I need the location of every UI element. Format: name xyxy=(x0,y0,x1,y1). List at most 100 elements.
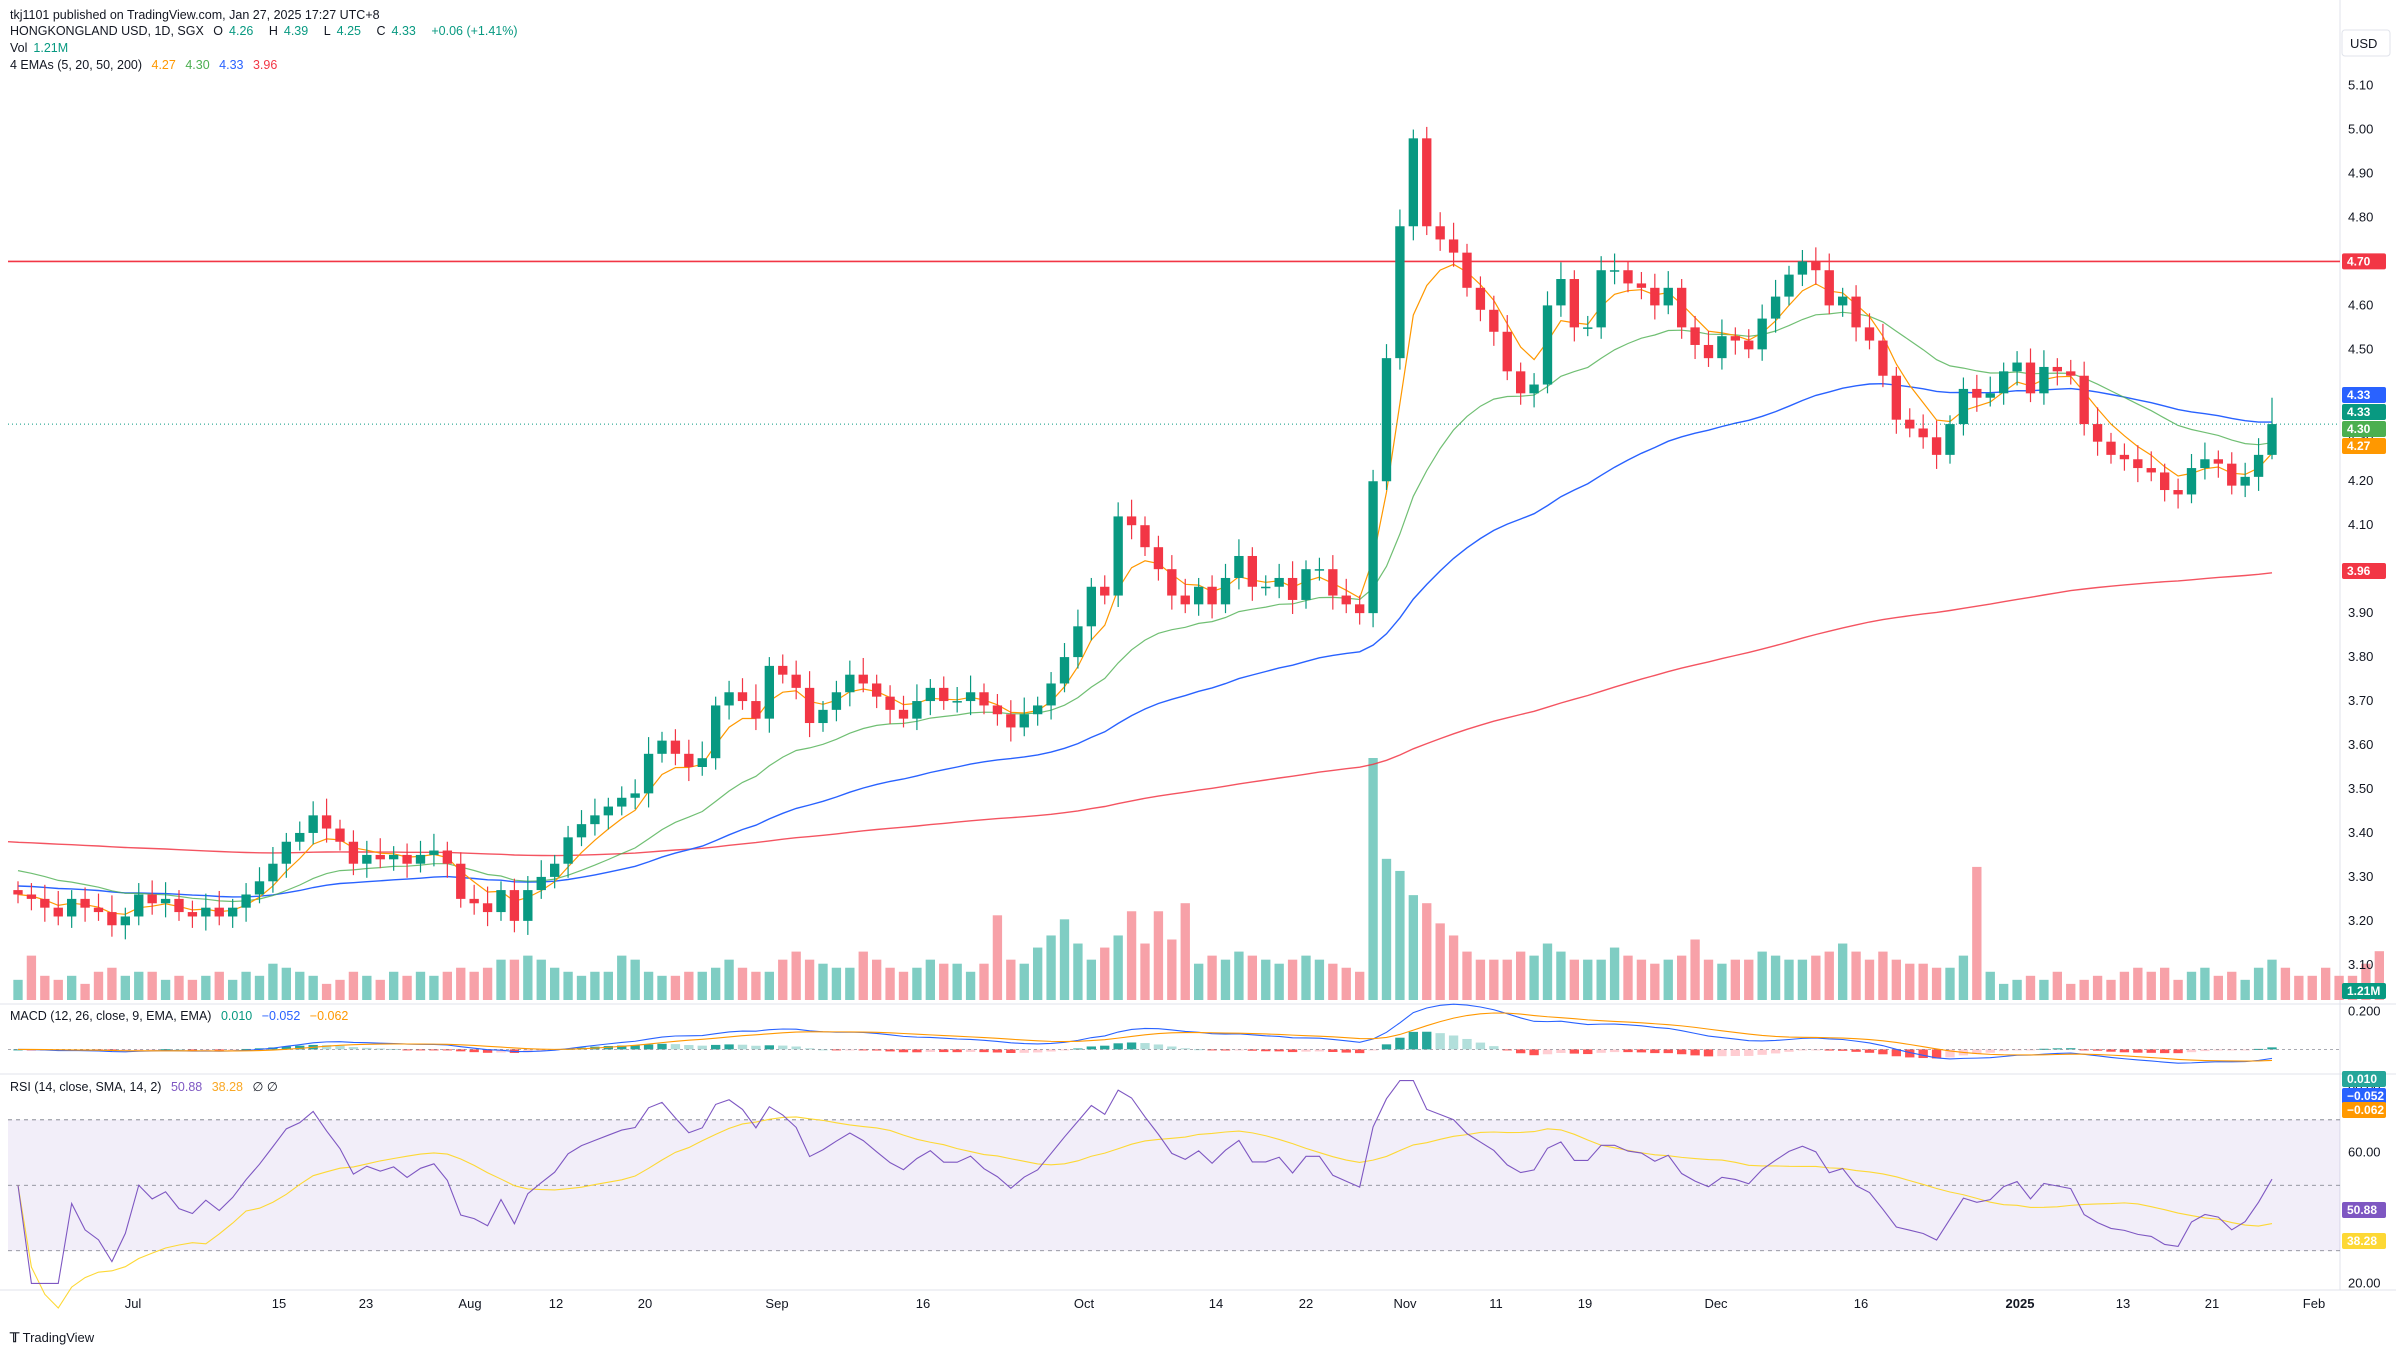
volume-bar xyxy=(2039,979,2049,1000)
candle-body xyxy=(120,916,131,926)
candle-45 xyxy=(617,786,627,816)
time-tick: Nov xyxy=(1393,1296,1417,1311)
volume-bar xyxy=(1140,943,1150,1000)
volume-bar xyxy=(724,959,734,1000)
volume-bar xyxy=(2374,951,2385,1000)
candle-131 xyxy=(1770,279,1781,333)
macd-hist-bar xyxy=(442,1049,453,1051)
macd-hist-bar xyxy=(2146,1049,2156,1053)
candle-body xyxy=(308,815,318,833)
macd-hist-bar xyxy=(1368,1049,1378,1051)
macd-hist-bar xyxy=(831,1049,842,1051)
macd-hist-bar xyxy=(965,1049,976,1052)
macd-hist-bar xyxy=(335,1045,345,1050)
candle-33 xyxy=(456,852,466,908)
volume-bar xyxy=(254,975,265,1000)
volume-bar xyxy=(241,971,251,1000)
candle-body xyxy=(1073,626,1083,658)
candle-73 xyxy=(992,694,1003,726)
candle-body xyxy=(1905,419,1915,429)
candle-body xyxy=(1529,384,1539,394)
candle-body xyxy=(1261,586,1271,589)
macd-hist-bar xyxy=(1287,1049,1298,1053)
candle-139 xyxy=(1878,323,1888,388)
volume-bar xyxy=(2159,967,2170,1000)
macd-hist-bar xyxy=(523,1049,533,1053)
volume-bar xyxy=(1032,947,1043,1000)
hline-label: 4.70 xyxy=(2342,253,2386,270)
volume-bar xyxy=(778,959,788,1000)
volume-bar xyxy=(871,959,882,1000)
candle-10 xyxy=(147,880,157,915)
candle-body xyxy=(1784,274,1794,297)
volume-bar xyxy=(684,971,694,1000)
macd-hist-bar xyxy=(201,1049,211,1051)
volume-bar xyxy=(1757,951,1767,1000)
macd-hist-bar xyxy=(630,1045,640,1050)
candle-body xyxy=(1435,226,1445,240)
volume-bar xyxy=(509,959,520,1000)
tradingview-logo[interactable]: 𝕋 TradingView xyxy=(10,1330,95,1345)
candle-15 xyxy=(214,890,224,926)
macd-hist-bar xyxy=(536,1049,546,1052)
macd-hist-bar xyxy=(1301,1049,1311,1052)
macd-hist-bar xyxy=(2052,1048,2063,1050)
value-label-box xyxy=(2342,421,2386,437)
volume-bar xyxy=(1354,971,1365,1000)
price-tick: 4.10 xyxy=(2348,517,2373,532)
candle-99 xyxy=(1341,578,1351,614)
candle-136 xyxy=(1837,287,1848,317)
volume-bars xyxy=(13,758,2385,1000)
macd-hist-bar xyxy=(1569,1049,1580,1054)
candle-body xyxy=(2133,459,2143,469)
candle-166 xyxy=(2240,462,2250,498)
candle-body xyxy=(2066,371,2076,376)
volume-bar xyxy=(2106,979,2116,1000)
volume-legend[interactable]: Vol 1.21M xyxy=(10,41,69,55)
candle-body xyxy=(268,863,278,882)
volume-bar xyxy=(912,967,922,1000)
candle-body xyxy=(442,850,453,864)
macd-hist-bar xyxy=(134,1049,144,1051)
candle-body xyxy=(603,806,614,816)
macd-hist-bar xyxy=(1717,1049,1727,1057)
candle-body xyxy=(1596,270,1606,328)
candle-body xyxy=(1046,683,1056,706)
time-tick: 23 xyxy=(359,1296,373,1311)
volume-bar xyxy=(1126,911,1137,1000)
candle-40 xyxy=(549,854,560,889)
time-tick: Oct xyxy=(1074,1296,1095,1311)
volume-bar xyxy=(1462,951,1472,1000)
candle-127 xyxy=(1717,319,1727,370)
candle-body xyxy=(1408,138,1419,227)
macd-hist-bar xyxy=(1878,1049,1888,1055)
candle-161 xyxy=(2173,478,2183,509)
candle-body xyxy=(1086,586,1097,627)
ema20-label: 4.30 xyxy=(2342,421,2386,437)
price-tick: 5.00 xyxy=(2348,122,2373,137)
candle-118 xyxy=(1596,256,1606,339)
candle-159 xyxy=(2146,451,2156,482)
macd-hist-bar xyxy=(845,1049,855,1051)
candle-body xyxy=(1717,336,1727,359)
candle-12 xyxy=(174,890,184,921)
volume-bar xyxy=(2227,971,2237,1000)
candle-body xyxy=(1180,595,1190,605)
candle-0 xyxy=(13,881,23,904)
candle-body xyxy=(1395,226,1405,359)
candle-body xyxy=(227,907,238,917)
macd-hist-bar xyxy=(1113,1043,1123,1050)
volume-bar xyxy=(858,951,868,1000)
ema-legend[interactable]: 4 EMAs (5, 20, 50, 200) 4.27 4.30 4.33 3… xyxy=(10,58,278,72)
volume-bar xyxy=(1837,943,1848,1000)
candle-body xyxy=(1489,309,1499,332)
grid xyxy=(0,0,2396,1291)
candle-body xyxy=(1475,287,1486,310)
macd-hist-bar xyxy=(1515,1049,1526,1054)
volume-bar xyxy=(1422,903,1432,1000)
rsi-legend[interactable]: RSI (14, close, SMA, 14, 2) 50.88 38.28 … xyxy=(10,1080,278,1094)
macd-legend[interactable]: MACD (12, 26, close, 9, EMA, EMA) 0.010 … xyxy=(10,1009,349,1023)
macd-hist-bar xyxy=(1905,1049,1915,1058)
